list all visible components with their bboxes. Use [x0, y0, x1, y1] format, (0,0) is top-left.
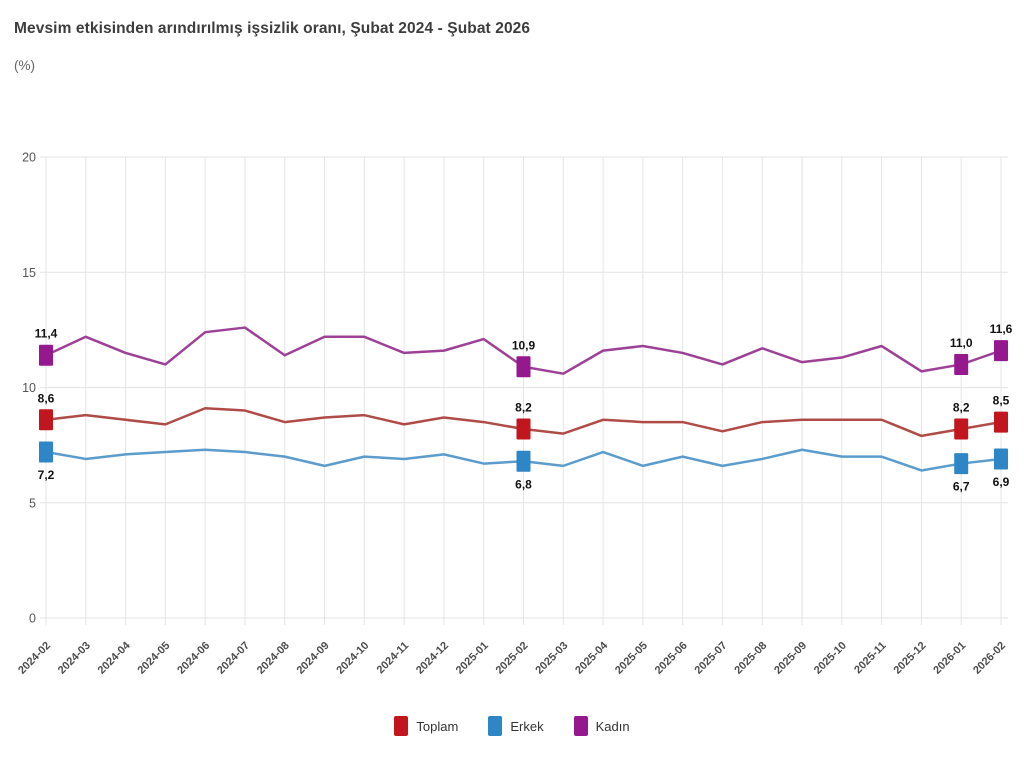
x-tick-label: 2025-05 — [613, 640, 650, 677]
legend-item-erkek[interactable]: Erkek — [488, 716, 544, 736]
y-tick-label: 20 — [22, 151, 36, 165]
x-tick-label: 2024-09 — [295, 640, 332, 677]
data-point-marker — [994, 340, 1008, 362]
toplam-swatch-icon — [394, 716, 409, 736]
kadin-swatch-icon — [573, 716, 588, 736]
legend-item-toplam[interactable]: Toplam — [394, 716, 458, 736]
x-tick-label: 2025-06 — [653, 640, 690, 677]
data-point-label: 10,9 — [512, 338, 536, 352]
series-kadın: 11,4 10,9 11,0 11,6 — [35, 322, 1013, 378]
data-point-marker — [994, 448, 1008, 470]
data-point-label: 11,0 — [950, 336, 973, 350]
legend-label-kadin: Kadın — [595, 718, 630, 734]
x-tick-label: 2024-06 — [175, 640, 212, 677]
x-tick-label: 2024-12 — [414, 640, 451, 677]
x-tick-label: 2025-08 — [732, 640, 769, 677]
x-tick-label: 2024-05 — [135, 640, 172, 677]
x-tick-label: 2025-11 — [852, 640, 889, 677]
legend-label-toplam: Toplam — [416, 718, 459, 734]
series-erkek: 7,2 6,8 6,7 6,9 — [38, 441, 1010, 494]
data-point-marker — [954, 418, 969, 440]
data-point-marker — [516, 356, 531, 378]
data-point-label: 8,6 — [38, 391, 55, 405]
y-tick-label: 0 — [29, 612, 36, 626]
data-point-label: 8,2 — [515, 400, 532, 414]
x-tick-label: 2024-03 — [56, 640, 93, 677]
y-tick-label: 10 — [22, 381, 36, 395]
data-point-label: 11,6 — [990, 322, 1013, 336]
y-tick-label: 15 — [22, 266, 36, 280]
data-point-label: 6,7 — [953, 480, 970, 494]
legend-label-erkek: Erkek — [510, 718, 544, 734]
x-tick-label: 2025-01 — [454, 640, 491, 677]
gridlines — [40, 156, 1008, 625]
x-tick-label: 2024-10 — [334, 640, 371, 677]
x-tick-label: 2026-02 — [971, 640, 1008, 677]
x-tick-label: 2024-11 — [375, 640, 412, 677]
x-tick-label: 2025-12 — [892, 640, 929, 677]
data-point-marker — [954, 353, 969, 375]
data-point-label: 8,2 — [953, 400, 970, 414]
data-point-marker — [39, 344, 53, 366]
data-point-marker — [39, 409, 53, 431]
x-tick-label: 2024-07 — [215, 640, 252, 677]
data-point-marker — [954, 453, 969, 475]
y-tick-label: 5 — [29, 496, 36, 510]
x-tick-label: 2025-07 — [693, 640, 730, 677]
x-tick-label: 2026-01 — [931, 640, 968, 677]
x-tick-label: 2025-02 — [494, 640, 531, 677]
data-point-label: 6,9 — [993, 475, 1010, 489]
x-tick-label: 2025-09 — [772, 640, 809, 677]
series-toplam: 8,6 8,2 8,2 8,5 — [38, 391, 1010, 440]
legend-item-kadin[interactable]: Kadın — [573, 716, 630, 736]
x-axis-labels: 2024-02 2024-03 2024-04 2024-05 2024-06 2024-… — [16, 639, 1008, 677]
data-point-marker — [516, 450, 531, 472]
data-point-label: 7,2 — [38, 468, 55, 482]
x-tick-label: 2024-04 — [96, 639, 134, 677]
chart-legend: Toplam Erkek Kadın — [0, 716, 1024, 736]
data-point-marker — [516, 418, 531, 440]
x-tick-label: 2024-02 — [16, 640, 53, 677]
x-tick-label: 2025-03 — [533, 640, 570, 677]
y-axis-labels: 0 5 10 15 20 — [22, 151, 36, 626]
data-point-marker — [994, 411, 1008, 433]
chart-title: Mevsim etkisinden arındırılmış işsizlik … — [14, 20, 531, 37]
erkek-swatch-icon — [488, 716, 503, 736]
data-point-label: 8,5 — [993, 394, 1010, 408]
data-point-label: 11,4 — [35, 327, 58, 341]
x-tick-label: 2024-08 — [255, 640, 292, 677]
x-tick-label: 2025-04 — [573, 639, 611, 677]
data-point-marker — [39, 441, 53, 463]
chart-unit-subtitle: (%) — [14, 58, 35, 73]
data-point-label: 6,8 — [515, 477, 532, 491]
x-tick-label: 2025-10 — [812, 640, 849, 677]
